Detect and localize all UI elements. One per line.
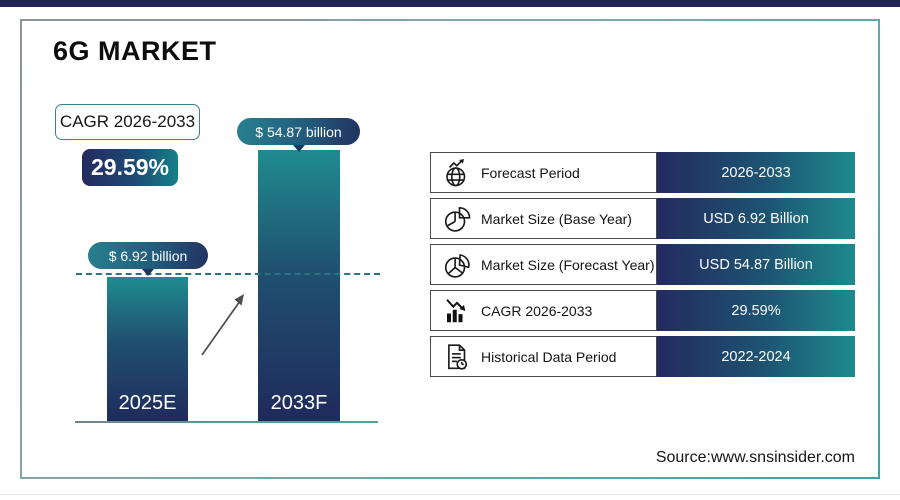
table-row: Market Size (Base Year) USD 6.92 Billion: [430, 198, 855, 239]
growth-arrow-icon: [201, 294, 244, 356]
bar-2033f-label: 2033F: [270, 392, 328, 414]
cagr-period-label: CAGR 2026-2033: [59, 112, 196, 131]
bar-2033f: 2033F: [258, 150, 340, 422]
row-market-size-base-label-cell: Market Size (Base Year): [430, 198, 657, 239]
row-historical-period-value-cell: 2022-2024: [657, 336, 855, 377]
cagr-period-box: CAGR 2026-2033: [55, 104, 200, 140]
row-market-size-forecast-value-cell: USD 54.87 Billion: [657, 244, 855, 285]
cagr-bars-icon: [442, 296, 472, 326]
globe-growth-icon: [442, 158, 472, 188]
row-label: Market Size (Base Year): [481, 210, 632, 227]
row-historical-period-label-cell: Historical Data Period: [430, 336, 657, 377]
row-value: 2022-2024: [721, 348, 791, 365]
table-row: Historical Data Period 2022-2024: [430, 336, 855, 377]
cagr-value: 29.59%: [90, 154, 169, 180]
table-row: Market Size (Forecast Year) USD 54.87 Bi…: [430, 244, 855, 285]
pie-base-icon: [442, 204, 472, 234]
value-callout-2033-text: $ 54.87 billion: [255, 123, 342, 140]
row-cagr-value-cell: 29.59%: [657, 290, 855, 331]
row-value: 2026-2033: [721, 164, 791, 181]
page-title: 6G MARKET: [53, 36, 217, 66]
table-row: CAGR 2026-2033 29.59%: [430, 290, 855, 331]
bar-2025e-label: 2025E: [118, 392, 177, 414]
row-forecast-period-value-cell: 2026-2033: [657, 152, 855, 193]
top-accent-bar: [0, 0, 900, 7]
bar-2025e: 2025E: [107, 277, 188, 422]
chart-baseline: [75, 421, 378, 423]
value-callout-2033: $ 54.87 billion: [237, 118, 360, 145]
cagr-value-badge: 29.59%: [82, 149, 178, 186]
value-callout-2025-text: $ 6.92 billion: [108, 247, 188, 264]
row-market-size-base-value-cell: USD 6.92 Billion: [657, 198, 855, 239]
row-forecast-period-label-cell: Forecast Period: [430, 152, 657, 193]
source-attribution: Source:www.snsinsider.com: [655, 449, 855, 466]
row-value: USD 54.87 Billion: [699, 256, 813, 273]
value-callout-2025: $ 6.92 billion: [88, 242, 208, 269]
history-doc-icon: [442, 342, 472, 372]
row-cagr-label-cell: CAGR 2026-2033: [430, 290, 657, 331]
row-value: USD 6.92 Billion: [703, 210, 809, 227]
row-label: Market Size (Forecast Year): [481, 256, 655, 273]
row-label: Historical Data Period: [481, 348, 617, 365]
row-value: 29.59%: [731, 302, 781, 319]
pie-forecast-icon: [442, 250, 472, 280]
table-row: Forecast Period 2026-2033: [430, 152, 855, 193]
row-label: Forecast Period: [481, 164, 580, 181]
market-summary-table: Forecast Period 2026-2033 Market Size (B…: [430, 152, 855, 382]
row-label: CAGR 2026-2033: [481, 302, 593, 319]
reference-dashed-line: [76, 273, 380, 275]
bottom-divider: [0, 494, 900, 495]
row-market-size-forecast-label-cell: Market Size (Forecast Year): [430, 244, 657, 285]
